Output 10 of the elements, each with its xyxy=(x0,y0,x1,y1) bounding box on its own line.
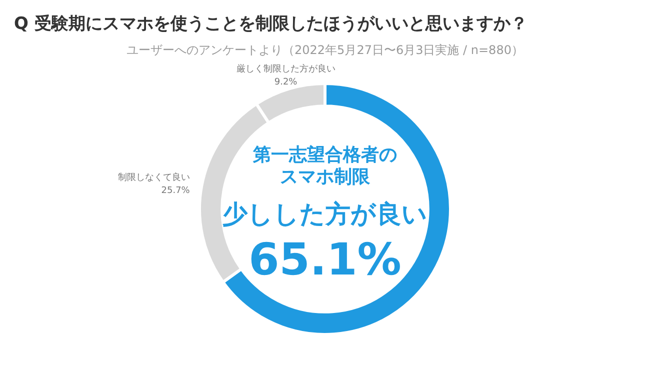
chart-title: Q 受験期にスマホを使うことを制限したほうがいいと思いますか？ xyxy=(14,13,528,35)
slice-label: 少しした方が良い xyxy=(222,200,428,228)
data-label: 25.7% xyxy=(161,186,190,196)
slice-label: 厳しく制限した方が良い xyxy=(236,64,336,75)
data-label: 9.2% xyxy=(274,78,298,88)
text: 第一志望合格者の xyxy=(252,144,397,166)
chart-subtitle: ユーザーへのアンケートより（2022年5月27日〜6月3日実施 / n=880） xyxy=(126,42,524,59)
text: スマホ制限 xyxy=(280,166,371,188)
data-label: 65.1% xyxy=(248,234,402,286)
slice-label: 制限しなくて良い xyxy=(118,172,190,184)
